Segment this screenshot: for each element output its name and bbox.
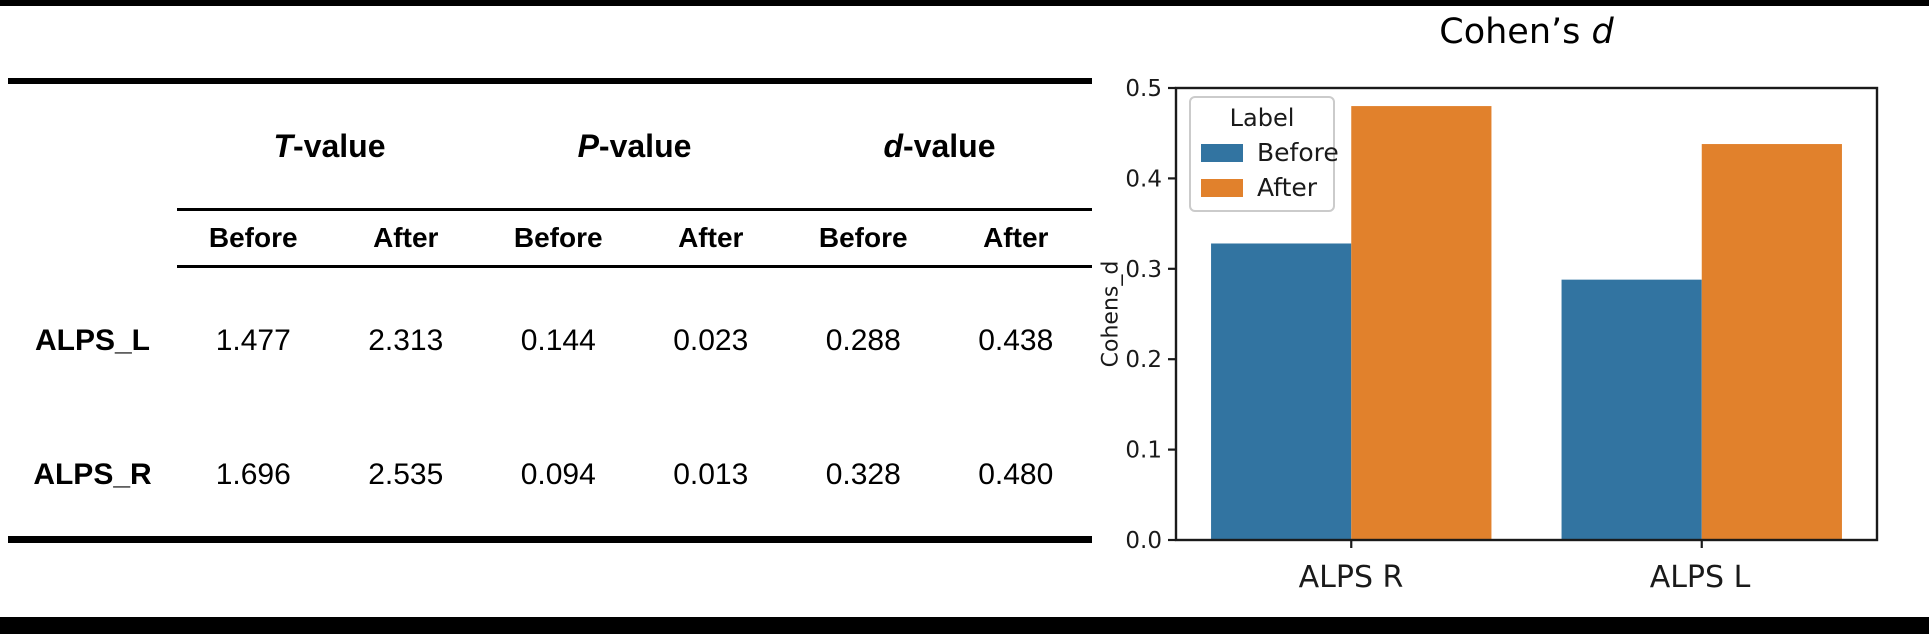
cell-alps-r-t-before: 1.696: [215, 457, 291, 491]
y-tick-label: 0.4: [1125, 166, 1162, 192]
d-suffix: -value: [903, 127, 996, 164]
table-top-rule: [8, 78, 1092, 84]
row-label-alps-l: ALPS_L: [34, 323, 151, 357]
y-axis-label: Cohens_d: [1098, 260, 1124, 368]
cell-alps-l-t-before: 1.477: [215, 323, 291, 357]
x-tick-label-alps-l: ALPS L: [1649, 560, 1751, 595]
cell-alps-l-d-after: 0.438: [978, 323, 1054, 357]
chart-title-text: Cohen’s: [1439, 12, 1592, 52]
sub-header-t-before: Before: [208, 222, 298, 253]
y-tick-label: 0.0: [1125, 528, 1162, 554]
bar-before-alps-l: [1561, 279, 1702, 540]
legend-label-before: Before: [1257, 138, 1339, 167]
bar-after-alps-r: [1351, 106, 1492, 540]
cell-alps-l-t-after: 2.313: [368, 323, 444, 357]
sub-header-p-before: Before: [513, 222, 603, 253]
legend-swatch-after: [1201, 178, 1243, 197]
y-tick-label: 0.1: [1125, 438, 1162, 464]
cell-alps-r-d-before: 0.328: [825, 457, 901, 491]
cell-alps-r-p-after: 0.013: [673, 457, 749, 491]
chart-title: Cohen’s d: [1176, 12, 1877, 52]
column-group-d-value: d-value: [787, 128, 1092, 165]
sub-header-d-before: Before: [818, 222, 908, 253]
chart-title-italic-d: d: [1591, 12, 1614, 52]
chart-legend: Label Before After: [1189, 96, 1339, 212]
cell-alps-l-p-after: 0.023: [673, 323, 749, 357]
legend-swatch-before: [1201, 143, 1243, 162]
d-letter: d: [883, 127, 904, 164]
column-group-p-value: P-value: [482, 128, 787, 165]
plot-spines: [1174, 86, 1879, 542]
row-label-alps-r: ALPS_R: [33, 457, 152, 491]
table-row-alps-l: ALPS_L 1.477 2.313 0.144 0.023 0.288 0.4…: [8, 268, 1092, 413]
cell-alps-r-d-after: 0.480: [978, 457, 1054, 491]
bar-after-alps-l: [1701, 144, 1842, 540]
bar-before-alps-r: [1211, 243, 1352, 540]
stats-table: T-value P-value d-value Before After Bef…: [8, 78, 1092, 543]
t-letter: T: [273, 127, 294, 164]
table-row-alps-r: ALPS_R 1.696 2.535 0.094 0.013 0.328 0.4…: [8, 413, 1092, 536]
cell-alps-r-p-before: 0.094: [520, 457, 596, 491]
sub-header-d-after: After: [983, 222, 1049, 253]
y-tick-label: 0.5: [1125, 76, 1162, 102]
p-suffix: -value: [598, 127, 692, 164]
table-mid-rule-upper: [177, 208, 1092, 211]
legend-entry-after: After: [1201, 173, 1323, 202]
cell-alps-l-d-before: 0.288: [825, 323, 901, 357]
legend-label-after: After: [1257, 173, 1318, 202]
bottom-black-bar: [0, 617, 1929, 634]
table-mid-rule-lower: [177, 265, 1092, 268]
cell-alps-l-p-before: 0.144: [520, 323, 596, 357]
top-black-bar: [0, 0, 1929, 6]
legend-title: Label: [1229, 104, 1295, 132]
t-suffix: -value: [293, 127, 386, 164]
y-tick-label: 0.3: [1125, 257, 1162, 283]
table-bottom-rule: [8, 536, 1092, 543]
sub-header-p-after: After: [678, 222, 744, 253]
column-group-t-value: T-value: [177, 128, 482, 165]
table-sub-header-row: Before After Before After Before After: [8, 211, 1092, 265]
table-group-header-row: T-value P-value d-value: [8, 84, 1092, 208]
y-tick-label: 0.2: [1125, 347, 1162, 373]
legend-entry-before: Before: [1201, 138, 1339, 167]
sub-header-t-after: After: [373, 222, 439, 253]
x-tick-label-alps-r: ALPS R: [1298, 560, 1404, 595]
p-letter: P: [577, 127, 599, 164]
cell-alps-r-t-after: 2.535: [368, 457, 444, 491]
